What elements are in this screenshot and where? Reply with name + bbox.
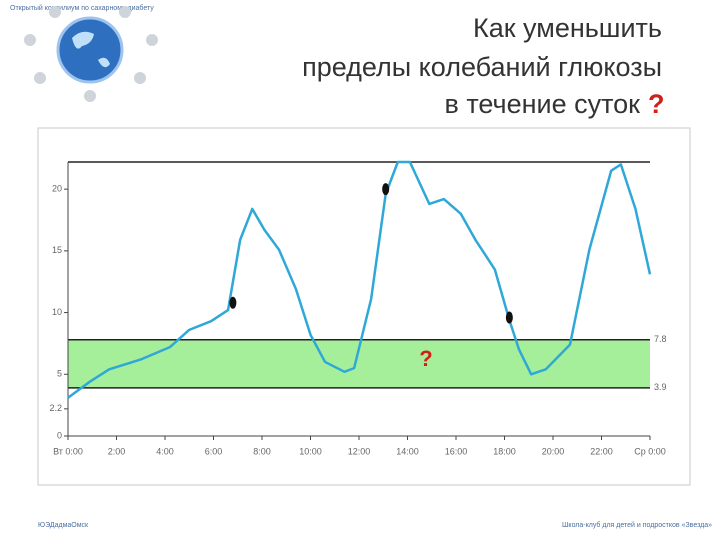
target-label: 3.9 — [654, 382, 667, 392]
title-mark: ? — [648, 89, 665, 119]
chart-frame — [37, 127, 691, 486]
x-tick-label: 6:00 — [205, 446, 223, 456]
meal-marker — [382, 183, 390, 196]
glucose-line — [67, 160, 652, 399]
y-tick-label: 20 — [52, 184, 62, 194]
x-tick-label: 10:00 — [299, 446, 322, 456]
x-tick-label: 8:00 — [253, 446, 271, 456]
caption: Открытый консилиум по сахарному диабету — [10, 4, 154, 12]
title-line: в течение суток — [444, 89, 640, 119]
footer-left: ЮЭДадмаОмск — [38, 522, 89, 529]
meal-marker — [505, 311, 513, 324]
x-tick-label: 22:00 — [590, 446, 613, 456]
x-tick-label: 4:00 — [156, 446, 174, 456]
annotation: ? — [419, 346, 432, 371]
plot: 3.9 7.8 0 2.2 5 10 15 20 Вт 0:00 2:00 4:00 6:00 8:00… — [49, 160, 667, 456]
globe-logo — [24, 6, 158, 102]
x-tick-label: 14:00 — [396, 446, 419, 456]
x-tick-label: 20:00 — [542, 446, 565, 456]
y-tick-label: 0 — [57, 430, 62, 440]
x-tick-label: 2:00 — [108, 446, 126, 456]
footer-right: Школа-клуб для детей и подростков «Звезд… — [562, 521, 712, 529]
y-tick-label: 2.2 — [49, 403, 62, 413]
x-tick-label: Ср 0:00 — [634, 446, 666, 456]
x-tick-label: Вт 0:00 — [53, 446, 83, 456]
y-tick-label: 15 — [52, 245, 62, 255]
x-tick-label: 12:00 — [348, 446, 371, 456]
y-tick-label: 5 — [57, 369, 62, 379]
title-line: Как уменьшить — [473, 13, 662, 43]
title-line: пределы колебаний глюкозы — [302, 52, 662, 82]
meal-marker — [229, 296, 237, 309]
y-tick-label: 10 — [52, 307, 62, 317]
target-label: 7.8 — [654, 334, 667, 344]
x-tick-label: 18:00 — [493, 446, 516, 456]
x-tick-label: 16:00 — [445, 446, 468, 456]
